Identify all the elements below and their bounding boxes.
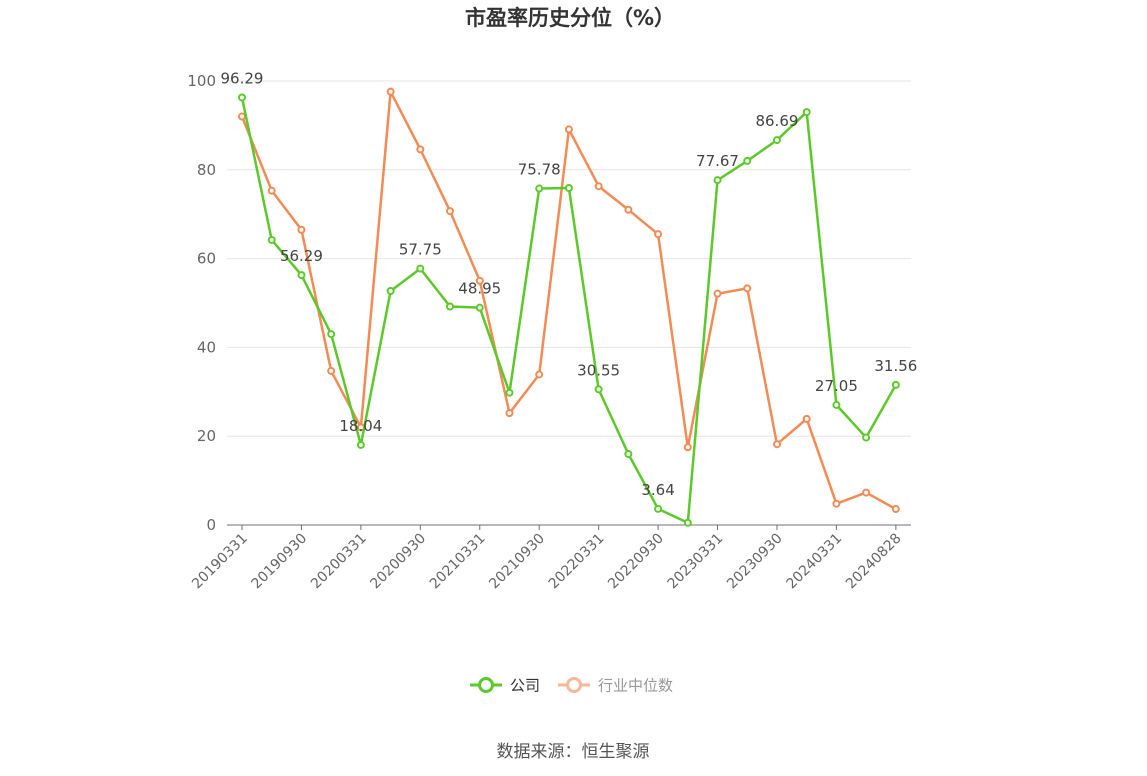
data-label: 96.29	[221, 69, 264, 87]
data-point[interactable]	[594, 182, 603, 191]
legend-company-marker	[478, 677, 494, 693]
data-point[interactable]	[743, 156, 752, 165]
data-label: 48.95	[458, 280, 501, 298]
data-label: 31.56	[874, 357, 917, 375]
x-tick-label: 20220930	[605, 531, 667, 593]
data-point[interactable]	[891, 505, 900, 514]
data-point[interactable]	[713, 289, 722, 298]
data-label: 27.05	[815, 377, 858, 395]
data-point[interactable]	[624, 205, 633, 214]
legend-industry-label: 行业中位数	[598, 677, 673, 695]
x-tick-label: 20230331	[665, 531, 727, 593]
data-point[interactable]	[594, 385, 603, 394]
series-line-0	[240, 97, 897, 525]
data-point[interactable]	[297, 271, 306, 280]
legend-company-label: 公司	[510, 677, 540, 695]
data-point[interactable]	[446, 207, 455, 216]
chart-title: 市盈率历史分位（%）	[465, 6, 675, 30]
x-tick-label: 20240331	[784, 531, 846, 593]
data-point[interactable]	[624, 449, 633, 458]
data-label: 86.69	[755, 112, 798, 130]
data-point[interactable]	[505, 409, 514, 418]
data-point[interactable]	[564, 184, 573, 193]
data-point[interactable]	[267, 186, 276, 195]
data-point[interactable]	[683, 518, 692, 527]
data-label: 30.55	[577, 361, 620, 379]
y-tick-label: 100	[187, 72, 216, 90]
x-tick-label: 20220331	[546, 531, 608, 593]
data-label: 18.04	[339, 417, 382, 435]
data-point[interactable]	[475, 303, 484, 312]
data-point[interactable]	[772, 136, 781, 145]
x-axis: 2019033120190930202003312020093020210331…	[189, 524, 911, 593]
data-point[interactable]	[505, 388, 514, 397]
x-tick-label: 20190930	[249, 531, 311, 593]
x-tick-label: 20240828	[843, 531, 905, 593]
y-axis: 0 20 40 60 80 100	[187, 72, 216, 534]
data-label: 56.29	[280, 247, 323, 265]
data-label: 75.78	[518, 161, 561, 179]
data-point[interactable]	[327, 366, 336, 375]
data-point[interactable]	[386, 287, 395, 296]
data-point[interactable]	[772, 440, 781, 449]
data-point[interactable]	[862, 433, 871, 442]
data-label: 77.67	[696, 152, 739, 170]
data-point[interactable]	[862, 488, 871, 497]
data-point[interactable]	[238, 112, 246, 121]
data-label: 57.75	[399, 241, 442, 259]
data-point[interactable]	[802, 414, 811, 423]
legend-item-industry-median[interactable]: 行业中位数	[558, 677, 673, 695]
legend-industry-marker	[566, 677, 582, 693]
data-point[interactable]	[743, 284, 752, 293]
data-source: 数据来源：恒生聚源	[497, 742, 650, 762]
y-tick-label: 0	[206, 516, 216, 534]
data-point[interactable]	[535, 184, 544, 193]
data-point[interactable]	[802, 108, 811, 117]
x-tick-label: 20230930	[724, 531, 786, 593]
x-tick-label: 20200930	[367, 531, 429, 593]
data-point[interactable]	[386, 87, 395, 96]
data-point[interactable]	[654, 504, 663, 513]
data-point[interactable]	[475, 276, 484, 285]
data-point[interactable]	[832, 499, 841, 508]
y-tick-label: 40	[197, 338, 216, 356]
x-tick-label: 20210331	[427, 531, 489, 593]
data-point[interactable]	[832, 400, 841, 409]
series-group	[238, 87, 900, 527]
y-tick-label: 20	[197, 427, 216, 445]
x-tick-label: 20200331	[308, 531, 370, 593]
series-line-1	[240, 90, 897, 511]
data-point[interactable]	[297, 225, 306, 234]
data-point[interactable]	[238, 93, 246, 102]
legend-item-company[interactable]: 公司	[470, 677, 540, 695]
data-point[interactable]	[416, 145, 425, 154]
data-point[interactable]	[356, 440, 365, 449]
x-tick-label: 20210930	[486, 531, 548, 593]
data-point[interactable]	[891, 380, 900, 389]
y-tick-label: 80	[197, 161, 216, 179]
y-tick-label: 60	[197, 250, 216, 268]
data-point[interactable]	[327, 330, 336, 339]
grid	[227, 80, 911, 437]
data-point[interactable]	[683, 443, 692, 452]
data-point[interactable]	[416, 264, 425, 273]
data-point[interactable]	[446, 302, 455, 311]
data-labels: 96.29 56.29 18.04 57.75 48.95 75.78 30.55 3.64 7…	[221, 69, 918, 498]
data-point[interactable]	[564, 125, 573, 134]
data-point[interactable]	[713, 176, 722, 185]
data-point[interactable]	[535, 370, 544, 379]
x-tick-label: 20190331	[189, 531, 251, 593]
data-point[interactable]	[654, 230, 663, 239]
data-label: 3.64	[641, 481, 674, 499]
data-point[interactable]	[267, 235, 276, 244]
